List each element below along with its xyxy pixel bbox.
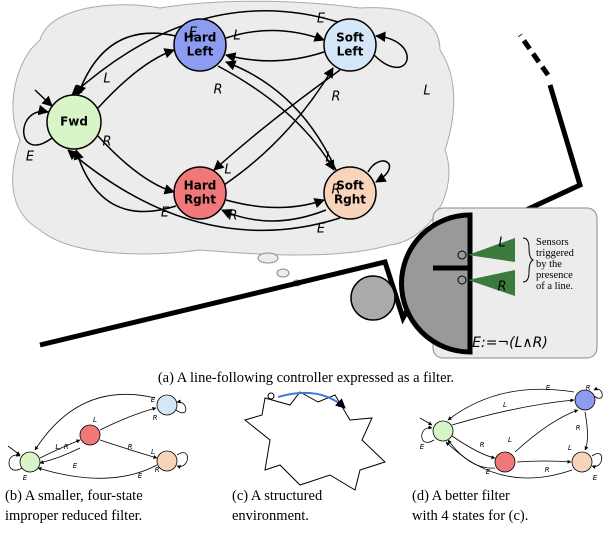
caption: (b) A smaller, four-state [5, 488, 143, 504]
state-label: Left [337, 45, 364, 59]
state-node [157, 451, 177, 471]
edge-label: L [93, 416, 97, 424]
edge-label: R [155, 466, 160, 474]
caption: (c) A structured [232, 488, 323, 504]
edge-label: E [546, 384, 551, 392]
edge-label: E [161, 206, 170, 221]
edge-label: R [576, 424, 581, 432]
state-label: Fwd [60, 115, 88, 129]
edge-label: E [151, 396, 156, 404]
edge-label: E [486, 468, 491, 476]
state-label: Hard [184, 179, 217, 193]
edge-label: L [568, 444, 572, 452]
state-node [157, 395, 177, 415]
edge-label: E [420, 443, 425, 451]
sensor-note: triggered [536, 248, 575, 259]
sensor-label: R [497, 280, 506, 295]
sensor-label: L [498, 236, 505, 251]
edge-label: R [102, 135, 111, 150]
edge-label: E [317, 222, 326, 237]
edge-label: L [508, 436, 512, 444]
edge-label: R [153, 414, 158, 422]
caption: environment. [232, 508, 309, 524]
sensor-note: of a line. [536, 281, 573, 292]
state-node [20, 452, 40, 472]
formula: E:=¬(L∧R) [472, 335, 548, 351]
edge-label: L [503, 401, 507, 409]
edge-label: E [189, 26, 198, 41]
edge-label: E [593, 474, 598, 482]
caption: improper reduced filter. [5, 508, 142, 524]
environment [245, 392, 385, 490]
caption: (a) A line-following controller expresse… [158, 370, 454, 386]
thought-bubble [277, 269, 289, 277]
edge-label: E [73, 462, 78, 470]
sensor-note: Sensors [536, 237, 569, 248]
state-label: Left [187, 45, 214, 59]
state-label: Rght [184, 193, 216, 207]
caption: (d) A better filter [412, 488, 510, 504]
edge-label: R [128, 443, 133, 451]
state-node [572, 452, 592, 472]
edge-label: E [317, 12, 326, 27]
edge-label: R [480, 441, 485, 449]
edge-label: L [224, 163, 231, 178]
robot [268, 393, 274, 399]
state-node [433, 421, 453, 441]
state-node [80, 425, 100, 445]
edge-label: L [151, 448, 155, 456]
sensor-note: by the [536, 259, 562, 270]
edge-label: R [331, 90, 340, 105]
caption: with 4 states for (c). [412, 508, 528, 524]
edge-label: E [23, 474, 28, 482]
edge-label: L [325, 151, 332, 166]
state-node [495, 452, 515, 472]
sensor-note: presence [536, 270, 573, 281]
figure: FwdHardLeftSoftLeftHardRghtSoftRghtELELR… [0, 0, 613, 537]
edge-label: R [545, 466, 550, 474]
state-label: Soft [336, 31, 364, 45]
edge-label: L, R [55, 443, 68, 451]
robot [351, 276, 395, 320]
edge-label: R [228, 209, 237, 224]
edge-label: L [423, 84, 430, 99]
thought-bubble [258, 253, 278, 263]
edge-label: L [233, 29, 240, 44]
edge-label: L [103, 72, 110, 87]
state-node [575, 390, 595, 410]
edge-label: R [331, 183, 340, 198]
edge-label: R [586, 384, 591, 392]
edge-label: E [138, 472, 143, 480]
track-dashed [520, 35, 548, 75]
edge-label: R [213, 83, 222, 98]
edge-label: E [26, 150, 35, 165]
